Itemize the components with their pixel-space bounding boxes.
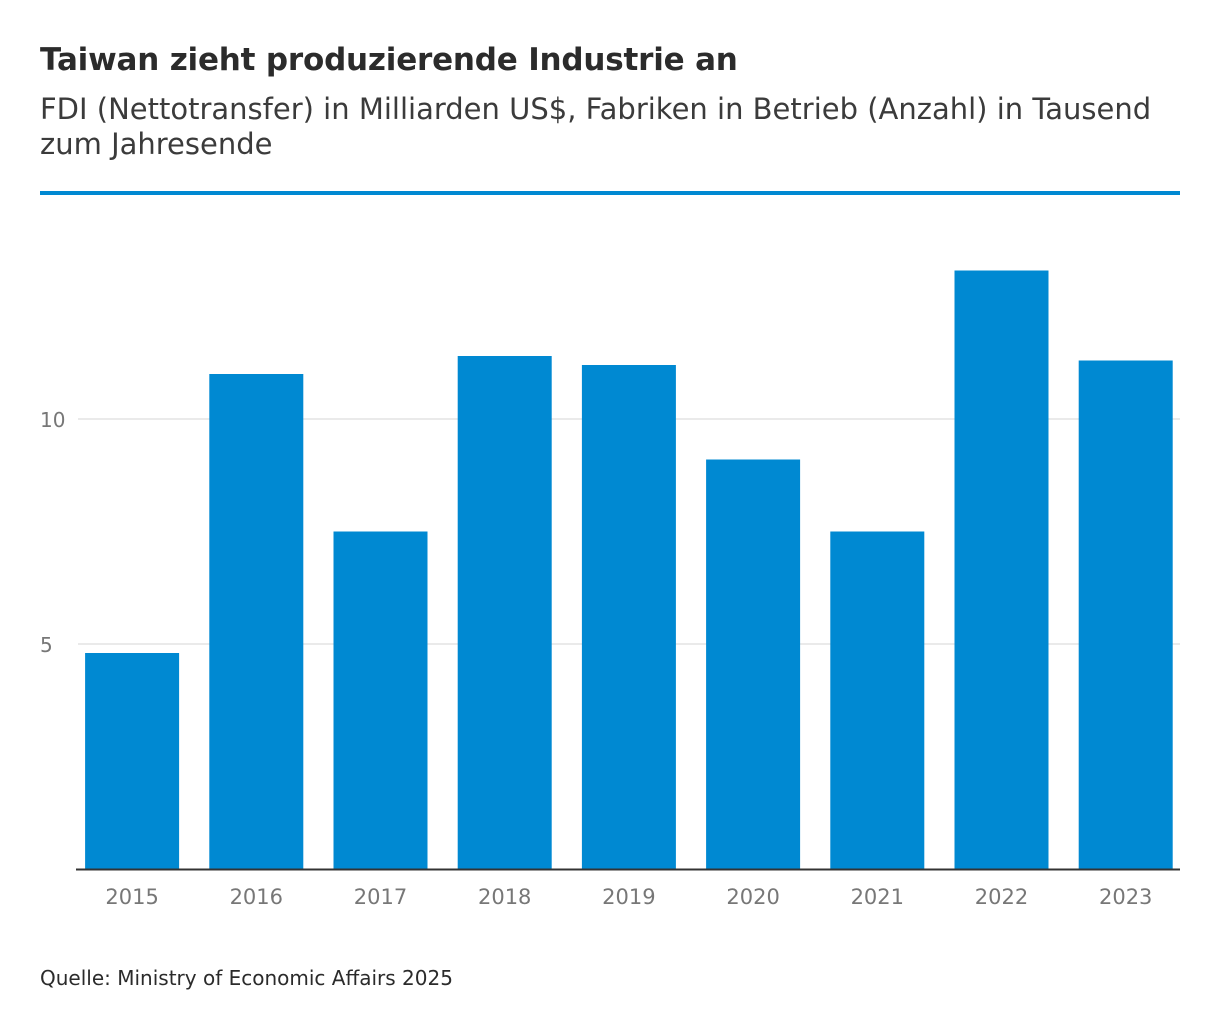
bar-2017 — [333, 531, 428, 869]
bar-2019 — [581, 365, 676, 869]
x-tick-label: 2021 — [851, 885, 904, 909]
chart-title: Taiwan zieht produzierende Industrie an — [40, 42, 738, 78]
x-tick-label: 2016 — [230, 885, 283, 909]
bar-2023 — [1078, 360, 1173, 869]
bar-2021 — [830, 531, 925, 869]
x-tick-label: 2019 — [602, 885, 655, 909]
x-tick-label: 2015 — [105, 885, 158, 909]
chart-subtitle: FDI (Nettotransfer) in Milliarden US$, F… — [40, 92, 1152, 161]
bar-2020 — [706, 459, 801, 869]
x-tick-label: 2017 — [354, 885, 407, 909]
x-tick-label: 2018 — [478, 885, 531, 909]
axis-layer: 5 10 2015 2016 2017 2018 2019 2020 2021 2022 2023 — [40, 408, 1180, 909]
x-tick-label: 2023 — [1099, 885, 1152, 909]
y-tick-label: 5 — [40, 633, 53, 657]
y-tick-label: 10 — [40, 408, 65, 432]
header-divider — [40, 191, 1180, 195]
bar-2018 — [457, 356, 552, 869]
bar-2016 — [209, 374, 304, 869]
x-tick-label: 2020 — [726, 885, 779, 909]
bar-2015 — [85, 653, 180, 869]
source-note: Quelle: Ministry of Economic Affairs 202… — [40, 966, 453, 990]
bar-2022 — [954, 270, 1049, 869]
bar-layer — [85, 270, 1173, 869]
x-tick-label: 2022 — [975, 885, 1028, 909]
